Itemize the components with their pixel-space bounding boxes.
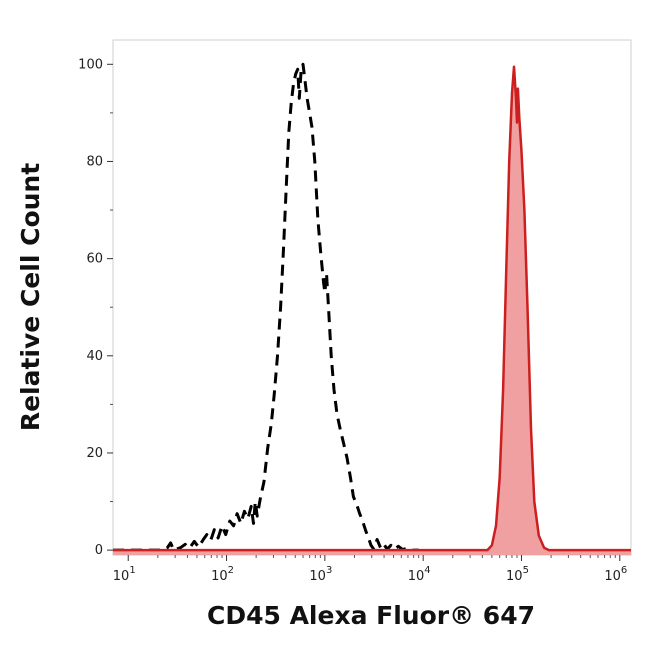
x-tick-label: 102 [211,565,234,584]
series-layer [113,62,631,555]
y-tick-label: 100 [78,57,103,72]
x-tick-label: 104 [408,565,431,584]
series-0-line [113,62,419,552]
y-tick-label: 40 [86,349,103,364]
series-1-line [113,65,631,552]
y-tick-label: 20 [86,446,103,461]
plot-frame [112,39,632,556]
minor-ticks [110,112,616,558]
x-tick-label: 105 [506,565,529,584]
x-tick-label: 106 [604,565,627,584]
y-axis-title: Relative Cell Count [16,163,45,431]
y-tick-label: 0 [95,543,103,558]
x-axis-title: CD45 Alexa Fluor® 647 [207,601,535,630]
y-tick-label: 60 [86,252,103,267]
y-tick-label: 80 [86,154,103,169]
major-ticks [107,63,621,561]
x-tick-label: 101 [113,565,136,584]
x-tick-label: 103 [309,565,332,584]
